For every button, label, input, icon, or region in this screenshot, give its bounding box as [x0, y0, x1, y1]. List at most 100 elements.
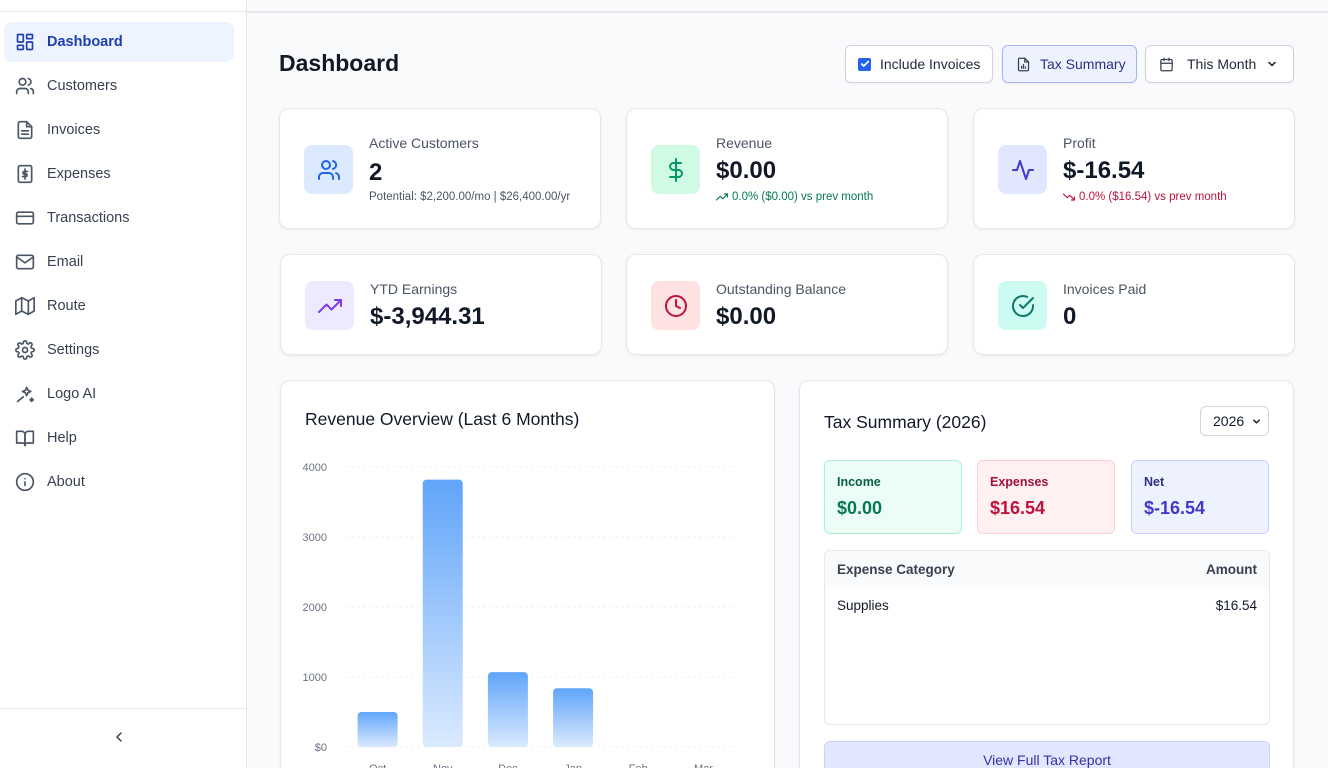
sidebar-item-email[interactable]: Email	[4, 242, 234, 282]
ytd-earnings-card: YTD Earnings $-3,944.31	[280, 254, 602, 355]
dollar-file-icon	[15, 164, 35, 184]
bar-oct[interactable]	[357, 712, 398, 747]
view-full-tax-report-button[interactable]: View Full Tax Report	[824, 741, 1270, 768]
net-value: $-16.54	[1144, 498, 1206, 518]
x-tick-label: Oct	[369, 763, 386, 768]
tax-summary-card: Tax Summary (2026) 2026 Income $0.00 Exp…	[799, 380, 1294, 768]
sidebar-item-label: Logo AI	[47, 386, 97, 402]
bar-nov[interactable]	[422, 479, 463, 747]
collapse-sidebar-button[interactable]	[106, 726, 132, 752]
sidebar-item-customers[interactable]: Customers	[4, 66, 234, 106]
info-icon	[15, 472, 35, 492]
chevron-down-icon	[1266, 58, 1278, 70]
expenses-value: $16.54	[990, 498, 1046, 518]
check-icon	[858, 57, 871, 71]
bar-dec[interactable]	[487, 672, 528, 747]
stat-value: $-16.54	[1063, 157, 1145, 184]
year-select[interactable]: 2026	[1200, 406, 1269, 436]
tax-summary-title: Tax Summary (2026)	[824, 412, 987, 432]
stat-value: $0.00	[716, 157, 777, 184]
y-tick-label: 2000	[303, 602, 327, 614]
x-tick-label: Mar	[694, 763, 713, 768]
expense-category-table: Expense Category Amount Supplies $16.54	[824, 550, 1270, 725]
bar-jan[interactable]	[553, 688, 594, 747]
stat-label: Active Customers	[369, 135, 479, 151]
sidebar-item-help[interactable]: Help	[4, 418, 234, 458]
column-header-category: Expense Category	[837, 561, 955, 577]
stat-value: 0	[1063, 303, 1077, 330]
net-label: Net	[1144, 475, 1165, 489]
stat-label: Invoices Paid	[1063, 281, 1147, 297]
y-tick-label: 4000	[303, 462, 327, 474]
x-tick-label: Dec	[498, 763, 518, 768]
trending-down-icon	[1063, 191, 1075, 203]
sidebar-item-label: Settings	[47, 342, 100, 358]
table-header: Expense Category Amount	[825, 551, 1269, 587]
income-label: Income	[837, 475, 881, 489]
sidebar-item-label: Customers	[47, 78, 118, 94]
activity-icon	[998, 145, 1047, 194]
dollar-icon	[651, 145, 700, 194]
y-tick-label: 1000	[303, 672, 327, 684]
sidebar-item-transactions[interactable]: Transactions	[4, 198, 234, 238]
sidebar-item-route[interactable]: Route	[4, 286, 234, 326]
stat-value: $0.00	[716, 303, 777, 330]
credit-card-icon	[15, 208, 35, 228]
sidebar-item-about[interactable]: About	[4, 462, 234, 502]
x-tick-label: Jan	[564, 763, 582, 768]
calendar-icon	[1159, 57, 1174, 72]
sidebar-item-dashboard[interactable]: Dashboard	[4, 22, 234, 62]
tax-summary-button[interactable]: Tax Summary	[1002, 45, 1137, 83]
revenue-bar-chart: $0 1000 2000 3000 4000 Oct Nov Dec Jan Feb Mar	[303, 462, 736, 768]
profit-card: Profit $-16.54 0.0% ($16.54) vs prev mon…	[973, 108, 1295, 229]
x-tick-label: Nov	[433, 763, 453, 768]
clock-icon	[651, 281, 700, 330]
trending-up-icon	[305, 281, 354, 330]
revenue-chart-card: Revenue Overview (Last 6 Months) $0 1000 2…	[280, 380, 775, 768]
invoices-paid-card: Invoices Paid 0	[973, 254, 1295, 355]
stat-label: Revenue	[716, 135, 773, 151]
row-category: Supplies	[837, 597, 889, 613]
sidebar-item-settings[interactable]: Settings	[4, 330, 234, 370]
stat-value: $-3,944.31	[370, 303, 485, 330]
trending-up-icon	[716, 191, 728, 203]
include-invoices-label: Include Invoices	[880, 56, 981, 72]
sidebar-item-label: Transactions	[47, 210, 130, 226]
sidebar-nav: Dashboard Customers Invoices Expenses Tr…	[4, 22, 234, 506]
sidebar: Dashboard Customers Invoices Expenses Tr…	[0, 0, 247, 768]
mail-icon	[15, 252, 35, 272]
sidebar-item-logo-ai[interactable]: Logo AI	[4, 374, 234, 414]
sidebar-item-label: Email	[47, 254, 84, 270]
outstanding-balance-card: Outstanding Balance $0.00	[626, 254, 948, 355]
table-row: Supplies $16.54	[825, 587, 1269, 623]
map-icon	[15, 296, 35, 316]
sidebar-item-label: Help	[47, 430, 77, 446]
sidebar-item-label: Invoices	[47, 122, 101, 138]
tax-summary-label: Tax Summary	[1040, 56, 1126, 72]
chart-title: Revenue Overview (Last 6 Months)	[305, 409, 580, 429]
sidebar-item-expenses[interactable]: Expenses	[4, 154, 234, 194]
include-invoices-checkbox[interactable]: Include Invoices	[845, 45, 993, 83]
row-amount: $16.54	[1215, 597, 1257, 613]
file-chart-icon	[1016, 57, 1031, 72]
income-value: $0.00	[837, 498, 883, 518]
check-circle-icon	[998, 281, 1047, 330]
y-tick-label: $0	[315, 742, 327, 754]
y-tick-label: 3000	[303, 532, 327, 544]
period-label: This Month	[1187, 56, 1257, 72]
stat-label: Profit	[1063, 135, 1096, 151]
sidebar-item-label: About	[47, 474, 85, 490]
sidebar-footer-divider	[0, 708, 246, 709]
period-select[interactable]: This Month	[1145, 45, 1294, 83]
chevron-left-icon	[111, 729, 127, 750]
users-icon	[304, 145, 353, 194]
users-icon	[15, 76, 35, 96]
stat-subtext: 0.0% ($16.54) vs prev month	[1079, 191, 1227, 203]
stat-subtext: Potential: $2,200.00/mo | $26,400.00/yr	[369, 191, 571, 203]
income-summary: Income $0.00	[824, 460, 962, 534]
expenses-summary: Expenses $16.54	[977, 460, 1115, 534]
sidebar-item-invoices[interactable]: Invoices	[4, 110, 234, 150]
topbar-divider	[247, 11, 1328, 13]
stat-trend: 0.0% ($16.54) vs prev month	[1063, 191, 1227, 203]
dashboard-icon	[15, 32, 35, 52]
